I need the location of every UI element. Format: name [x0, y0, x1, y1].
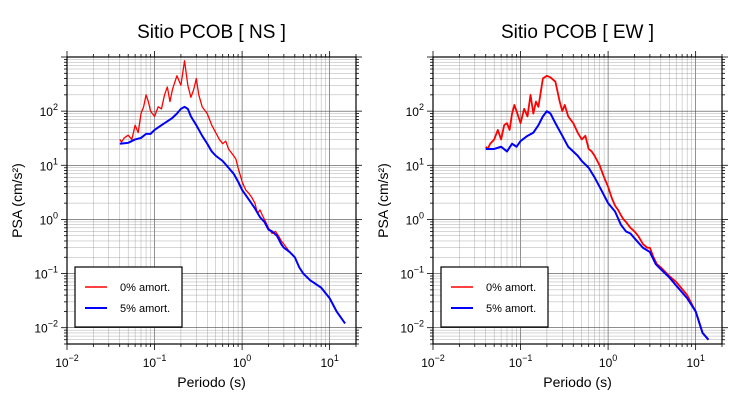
y-tick-label: 10−2	[34, 319, 58, 336]
legend-label: 5% amort.	[120, 303, 170, 315]
x-axis-label: Periodo (s)	[543, 374, 611, 390]
legend-label: 0% amort.	[486, 282, 536, 294]
y-tick-label: 10−2	[400, 319, 424, 336]
legend: 0% amort. 5% amort.	[74, 266, 183, 328]
plot-frame	[432, 56, 723, 345]
grid	[66, 56, 357, 345]
legend-label: 5% amort.	[486, 303, 536, 315]
x-tick-label: 10−1	[143, 353, 167, 370]
y-tick-label: 100	[406, 210, 424, 227]
x-axis-label: Periodo (s)	[177, 374, 245, 390]
series-line-damped	[485, 110, 710, 341]
y-tick-label: 100	[40, 210, 58, 227]
chart-panel-1: Sitio PCOB [ NS ] 10−2 10−1 100 101 10−2 10−1 1…	[9, 22, 362, 390]
y-tick-label: 10−1	[34, 265, 58, 282]
chart-title: Sitio PCOB [ EW ]	[501, 22, 654, 43]
legend-box	[74, 266, 183, 328]
y-tick-label: 102	[40, 102, 58, 119]
y-axis-label: PSA (cm/s²)	[375, 163, 391, 238]
x-tick-label: 10−2	[421, 353, 445, 370]
legend-label: 0% amort.	[120, 282, 170, 294]
chart-panel-2: Sitio PCOB [ EW ] 10−2 10−1 100 101 10−2 10−1 1…	[375, 22, 728, 390]
x-tick-label: 100	[599, 353, 617, 370]
y-tick-label: 10−1	[400, 265, 424, 282]
x-tick-label: 101	[320, 353, 338, 370]
y-tick-label: 101	[40, 156, 58, 173]
x-tick-label: 100	[233, 353, 251, 370]
series-line-undamped	[485, 74, 710, 341]
y-axis-label: PSA (cm/s²)	[9, 163, 25, 238]
y-tick-label: 102	[406, 102, 424, 119]
legend-box	[440, 266, 549, 328]
series-line-damped	[119, 105, 346, 324]
x-tick-label: 10−2	[55, 353, 79, 370]
y-tick-label: 101	[406, 156, 424, 173]
series-line-undamped	[119, 60, 346, 324]
x-tick-label: 10−1	[509, 353, 533, 370]
plot-frame	[66, 56, 357, 345]
x-tick-label: 101	[686, 353, 704, 370]
chart-title: Sitio PCOB [ NS ]	[137, 22, 286, 43]
legend: 0% amort. 5% amort.	[440, 266, 549, 328]
